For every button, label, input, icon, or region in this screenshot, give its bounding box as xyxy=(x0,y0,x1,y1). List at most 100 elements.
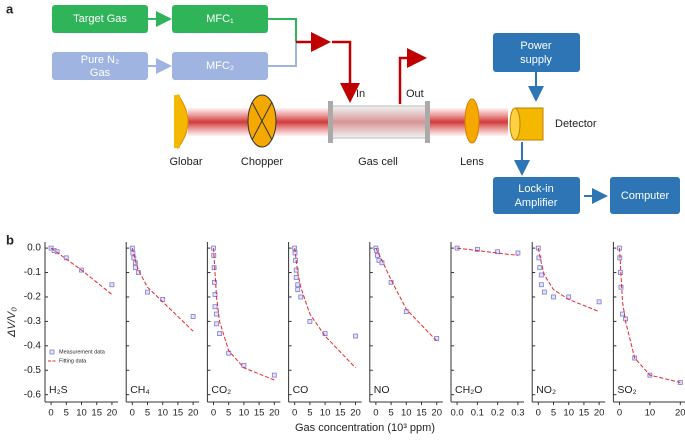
box-label: Amplifier xyxy=(515,197,558,209)
data-point xyxy=(618,284,624,290)
panel-gas-label: CO xyxy=(293,384,309,396)
fit-line xyxy=(537,248,600,313)
panel-gas-label: CH₄ xyxy=(130,384,149,396)
legend-label: Measurement data xyxy=(59,349,106,355)
x-tick-label: 10 xyxy=(157,408,168,419)
data-point xyxy=(135,270,141,275)
data-point xyxy=(131,255,137,261)
data-point xyxy=(376,257,382,263)
data-point xyxy=(551,294,556,300)
x-axis-title: Gas concentration (10³ ppm) xyxy=(295,422,435,434)
box-label: Target Gas xyxy=(73,13,127,25)
x-tick-label: 15 xyxy=(254,408,265,419)
data-point xyxy=(54,249,60,255)
data-point xyxy=(295,287,301,293)
legend-swatch xyxy=(49,349,55,355)
data-point xyxy=(474,246,480,252)
data-point xyxy=(109,282,115,288)
x-tick-label: 0 xyxy=(536,408,541,419)
data-point xyxy=(190,314,196,319)
box-label: Gas xyxy=(90,67,111,79)
panel-gas-label: CH₂O xyxy=(455,384,482,396)
data-point xyxy=(388,279,394,285)
label: Detector xyxy=(555,118,597,130)
gas-cell xyxy=(425,101,430,143)
data-point xyxy=(293,267,299,273)
data-point xyxy=(214,321,219,327)
box xyxy=(610,177,680,214)
data-point xyxy=(211,279,217,285)
lens xyxy=(464,98,480,144)
data-point xyxy=(293,275,299,280)
data-point xyxy=(214,311,219,317)
legend-label: Fitting data xyxy=(59,358,87,364)
x-tick-label: 10 xyxy=(563,408,574,419)
fit-line xyxy=(50,247,113,295)
x-tick-label: 20 xyxy=(431,408,442,419)
x-tick-label: 20 xyxy=(350,408,361,419)
data-point xyxy=(145,289,150,295)
data-point xyxy=(217,331,222,337)
x-tick-label: 20 xyxy=(594,408,605,419)
y-tick-label: -0.3 xyxy=(24,316,42,327)
panel-gas-label: NO xyxy=(374,384,390,396)
box-label: Pure N₂ xyxy=(81,54,120,66)
label: Lens xyxy=(460,156,484,168)
box-label: Power xyxy=(520,40,552,52)
fit-line xyxy=(294,248,356,369)
x-tick-label: 5 xyxy=(551,408,556,419)
x-tick-label: 0 xyxy=(130,408,135,419)
y-tick-label: -0.6 xyxy=(24,389,42,400)
gas-cell xyxy=(331,105,427,139)
x-tick-label: 15 xyxy=(335,408,346,419)
x-tick-label: 20 xyxy=(269,408,280,419)
label: In xyxy=(356,88,365,100)
x-tick-label: 0 xyxy=(617,408,622,419)
arrow xyxy=(398,48,427,104)
box xyxy=(172,52,268,80)
box xyxy=(52,52,148,80)
box xyxy=(493,33,580,72)
x-tick-label: 15 xyxy=(91,408,102,419)
x-tick-label: 5 xyxy=(388,408,393,419)
data-point xyxy=(211,265,217,271)
data-point xyxy=(538,282,544,288)
x-tick-label: 15 xyxy=(416,408,427,419)
data-point xyxy=(212,304,218,310)
x-tick-label: 0.1 xyxy=(471,408,484,419)
x-tick-label: 20 xyxy=(107,408,118,419)
data-point xyxy=(596,299,602,305)
y-tick-label: 0.0 xyxy=(27,243,41,254)
x-tick-label: 20 xyxy=(188,408,199,419)
pipe xyxy=(268,18,297,42)
label: Out xyxy=(406,88,424,100)
data-point xyxy=(241,362,247,368)
data-point xyxy=(298,294,304,300)
x-tick-label: 10 xyxy=(645,408,656,419)
fit-line xyxy=(457,247,518,256)
x-tick-label: 15 xyxy=(173,408,184,419)
y-tick-label: -0.4 xyxy=(24,340,42,351)
detector xyxy=(509,107,521,141)
data-point xyxy=(293,257,298,263)
fit-line xyxy=(375,247,438,342)
x-tick-label: 0 xyxy=(292,408,297,419)
x-tick-label: 10 xyxy=(320,408,331,419)
data-point xyxy=(307,318,313,324)
x-tick-label: 0 xyxy=(373,408,378,419)
data-point xyxy=(353,333,358,339)
x-tick-label: 20 xyxy=(675,408,685,419)
data-point xyxy=(271,372,277,378)
x-tick-label: 0.3 xyxy=(511,408,524,419)
y-axis-title: ΔV/V₀ xyxy=(6,307,18,338)
panel-gas-label: H₂S xyxy=(49,384,68,396)
panel-label: a xyxy=(6,1,14,16)
label: Gas cell xyxy=(358,156,398,168)
y-tick-label: -0.2 xyxy=(24,292,42,303)
fit-line xyxy=(618,248,681,383)
arrow xyxy=(332,40,360,103)
pipe xyxy=(268,42,297,67)
y-tick-label: -0.5 xyxy=(24,365,42,376)
x-tick-label: 5 xyxy=(64,408,69,419)
data-point xyxy=(495,249,501,255)
